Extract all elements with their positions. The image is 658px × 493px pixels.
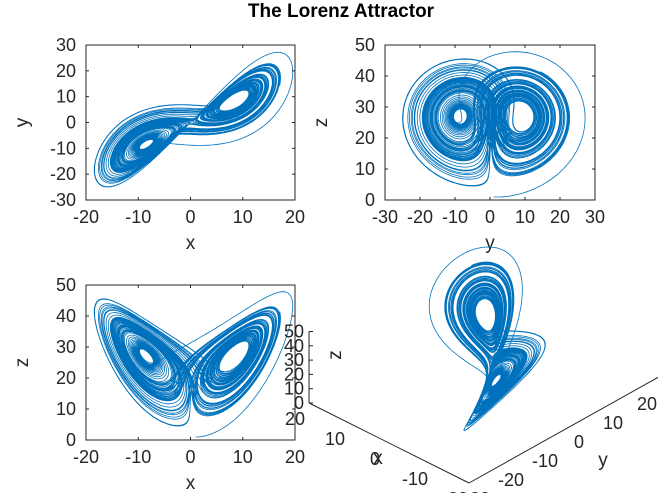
lorenz-trace-xz: [93, 291, 294, 438]
y-tick-label: 20: [637, 394, 657, 414]
y-tick-label: 50: [355, 35, 375, 55]
y-tick-label: -30: [50, 190, 76, 210]
y-tick-label: 0: [365, 190, 375, 210]
lorenz-trace-xy: [93, 51, 294, 188]
y-axis-label: z: [311, 118, 332, 128]
z-tick-label: 50: [284, 322, 304, 342]
x-tick-label: 10: [515, 207, 535, 227]
y-tick-label: -10: [532, 451, 558, 471]
x-tick-label: 20: [285, 207, 305, 227]
y-axis-label: y: [12, 117, 33, 127]
x-axis-label: x: [186, 473, 196, 493]
x-tick-label: -20: [442, 489, 468, 493]
z-tick-label: 0: [294, 393, 304, 413]
y-tick-label: -30: [464, 489, 490, 493]
y-tick-label: 10: [56, 399, 76, 419]
subplot-3d-xyz: 0102030405020100-10-203020100-10-20-30xy…: [284, 246, 658, 493]
x-tick-label: 10: [233, 207, 253, 227]
x-tick-label: -10: [125, 447, 151, 467]
y-tick-label: 20: [56, 61, 76, 81]
lorenz-trace-3d: [428, 246, 546, 431]
y-tick-label: 30: [56, 35, 76, 55]
x-tick-label: -20: [73, 447, 99, 467]
x-tick-label: -20: [407, 207, 433, 227]
y-tick-label: 0: [66, 113, 76, 133]
z-axis-label: z: [325, 350, 346, 360]
y-tick-label: 50: [56, 275, 76, 295]
x-axis-label: y: [485, 233, 495, 254]
z-tick-label: 40: [284, 336, 304, 356]
x-tick-label: -10: [402, 469, 428, 489]
x-tick-label: 0: [370, 449, 380, 469]
x-tick-label: 10: [233, 447, 253, 467]
y-tick-label: 30: [355, 97, 375, 117]
y-tick-label: -10: [50, 138, 76, 158]
y-tick-label: -20: [498, 470, 524, 490]
y-tick-label: 40: [355, 66, 375, 86]
y-tick-label: 40: [56, 306, 76, 326]
x-tick-label: 20: [285, 409, 305, 429]
x-tick-label: 30: [585, 207, 605, 227]
y-tick-label: -20: [50, 164, 76, 184]
subplot-y-vs-z: -30 -20 -10 0 10 20 30 0 10 20 30 40 50 y z: [311, 35, 605, 254]
y-tick-label: 0: [574, 432, 584, 452]
y-tick-label: 20: [355, 128, 375, 148]
y-tick-label: 10: [603, 413, 623, 433]
x-tick-label: -30: [372, 207, 398, 227]
x-tick-label: 20: [285, 447, 305, 467]
x-tick-label: 0: [485, 207, 495, 227]
z-tick-label: 30: [284, 350, 304, 370]
y-axis-label: z: [12, 358, 33, 368]
x-tick-label: 10: [325, 429, 345, 449]
x-axis-label: x: [186, 233, 196, 254]
x-tick-label: 0: [185, 207, 195, 227]
y-axis-line: [468, 376, 658, 484]
x-tick-label: 20: [550, 207, 570, 227]
lorenz-trace-yz: [402, 51, 586, 198]
y-tick-label: 20: [56, 368, 76, 388]
x-axis-line: [308, 402, 470, 484]
x-tick-label: -10: [442, 207, 468, 227]
y-tick-label: 10: [56, 87, 76, 107]
z-tick-label: 10: [284, 379, 304, 399]
y-tick-label: 0: [66, 430, 76, 450]
x-axis-label: x: [373, 448, 383, 469]
y-tick-label: 10: [355, 159, 375, 179]
y-tick-label: 30: [56, 337, 76, 357]
figure-title: The Lorenz Attractor: [248, 1, 435, 22]
y-axis-label: y: [598, 450, 608, 471]
x-tick-label: -10: [125, 207, 151, 227]
x-tick-label: 0: [185, 447, 195, 467]
x-tick-label: -20: [73, 207, 99, 227]
z-tick-label: 20: [284, 364, 304, 384]
